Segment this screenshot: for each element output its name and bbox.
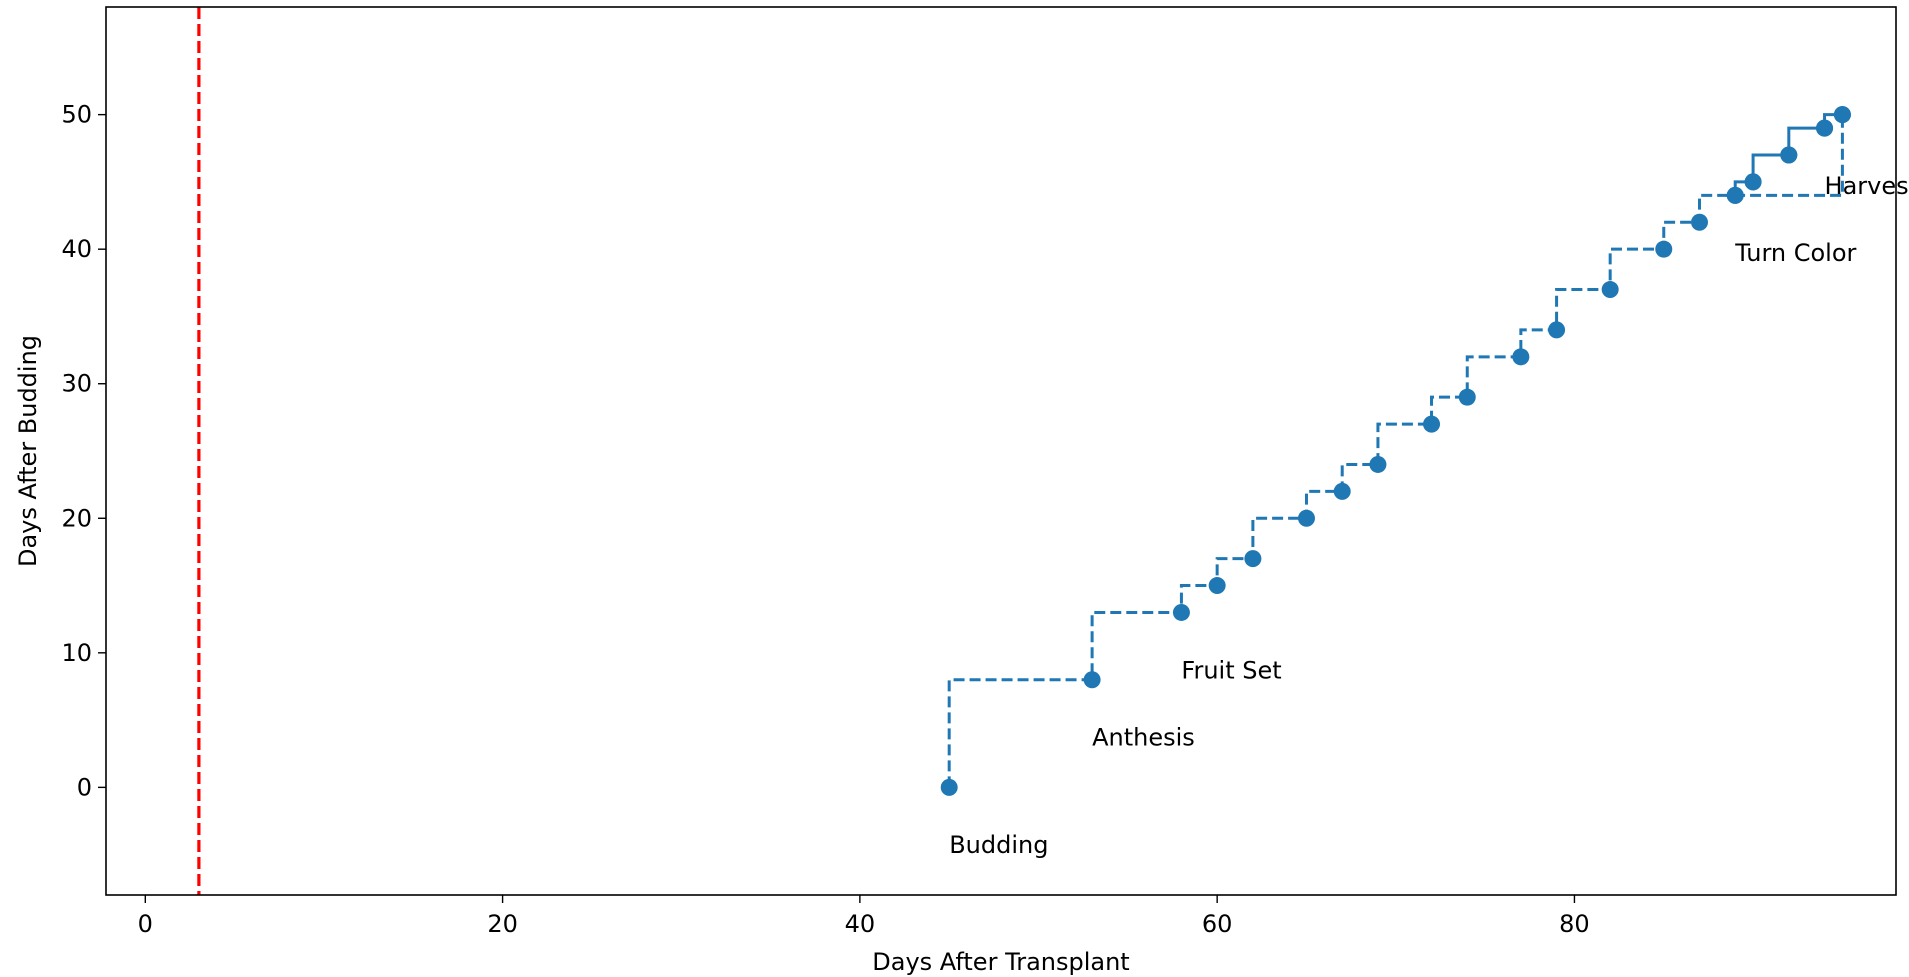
data-point xyxy=(1172,603,1190,621)
y-tick-label: 40 xyxy=(61,235,92,263)
y-tick-label: 0 xyxy=(77,773,92,801)
data-point xyxy=(1423,415,1441,433)
axes-frame xyxy=(105,6,1897,896)
axes: 0 20 40 60 80 0 10 20 30 40 50 xyxy=(61,101,1589,938)
y-tick-label: 30 xyxy=(61,370,92,398)
data-point xyxy=(940,778,958,796)
data-point xyxy=(1369,455,1387,473)
x-tick-label: 20 xyxy=(487,910,518,938)
data-point xyxy=(1297,509,1315,527)
stage-annotation: Anthesis xyxy=(1092,724,1195,752)
data-point xyxy=(1744,173,1762,191)
data-point xyxy=(1816,119,1834,137)
data-point xyxy=(1512,348,1530,366)
x-tick-label: 40 xyxy=(845,910,876,938)
y-axis-label: Days After Budding xyxy=(14,335,42,567)
y-tick-label: 10 xyxy=(61,639,92,667)
data-point xyxy=(1083,671,1101,689)
data-point xyxy=(1244,550,1262,568)
plot-area: Budding Anthesis Fruit Set Turn Color Harves… xyxy=(197,7,1909,895)
y-tick-label: 50 xyxy=(61,101,92,129)
data-point xyxy=(1690,213,1708,231)
data-point xyxy=(1333,482,1351,500)
x-axis-label: Days After Transplant xyxy=(872,948,1129,976)
x-tick-label: 80 xyxy=(1559,910,1590,938)
data-point xyxy=(1726,186,1744,204)
data-point xyxy=(1655,240,1673,258)
stage-annotation: Harvest xyxy=(1825,172,1909,200)
data-point xyxy=(1208,577,1226,595)
data-point xyxy=(1780,146,1798,164)
x-tick-label: 0 xyxy=(138,910,153,938)
stage-annotation: Budding xyxy=(949,831,1048,859)
data-point xyxy=(1548,321,1566,339)
data-point xyxy=(1601,281,1619,299)
data-point xyxy=(1458,388,1476,406)
y-tick-label: 20 xyxy=(61,504,92,532)
stage-annotation: Turn Color xyxy=(1734,239,1856,267)
stage-annotation: Fruit Set xyxy=(1181,656,1281,684)
data-point xyxy=(1833,106,1851,124)
x-tick-label: 60 xyxy=(1202,910,1233,938)
